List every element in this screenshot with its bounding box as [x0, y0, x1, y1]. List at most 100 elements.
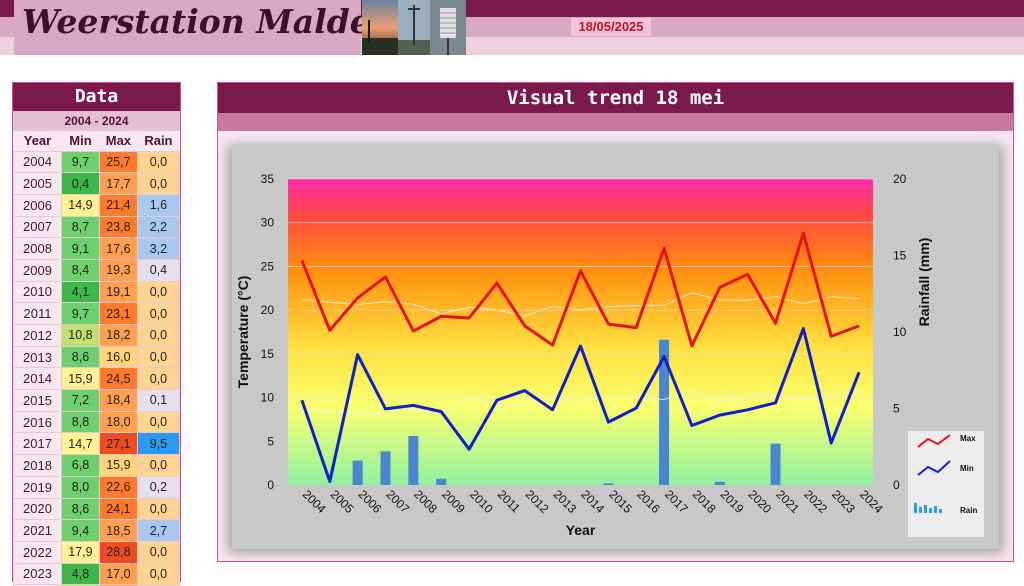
- max-cell: 25,7: [98, 150, 138, 174]
- screen-photo: [430, 0, 466, 55]
- y2-tick-label: 20: [893, 172, 907, 186]
- min-cell: 10,8: [61, 324, 100, 347]
- y-axis-title: Temperature (°C): [235, 276, 251, 389]
- rain-cell: 0,0: [136, 367, 181, 391]
- legend-min-label: Min: [960, 464, 974, 473]
- max-cell: 18,5: [98, 519, 138, 542]
- max-cell: 24,5: [98, 367, 138, 391]
- y-tick-label: 30: [261, 216, 275, 230]
- y2-axis-title: Rainfall (mm): [916, 238, 932, 327]
- year-cell: 2010: [13, 280, 62, 304]
- min-cell: 9,1: [61, 237, 100, 260]
- rain-cell: 0,0: [136, 324, 181, 347]
- year-cell: 2020: [13, 497, 62, 521]
- y-tick-label: 35: [261, 172, 275, 186]
- rain-cell: 0,2: [136, 475, 181, 499]
- current-date: 18/05/2025: [571, 18, 651, 36]
- min-cell: 8,0: [61, 475, 100, 499]
- legend-max-line: [917, 434, 951, 448]
- table-row: 2015 7,2 18,4 0,1: [13, 389, 181, 412]
- data-panel: Data 2004 - 2024 Year Min Max Rain 2004 9…: [12, 82, 181, 586]
- rain-bar: [770, 443, 781, 485]
- col-header-max: Max: [99, 131, 138, 151]
- rain-bar: [603, 483, 614, 485]
- y2-tick-label: 15: [893, 249, 907, 263]
- year-cell: 2018: [13, 454, 62, 477]
- legend-rain-bar: [919, 507, 922, 513]
- y-tick-label: 10: [261, 391, 275, 405]
- sunset-photo: [362, 0, 398, 55]
- min-cell: 0,4: [61, 172, 100, 195]
- year-cell: 2022: [13, 540, 62, 564]
- year-cell: 2008: [13, 237, 62, 260]
- year-cell: 2004: [13, 150, 62, 174]
- table-row: 2007 8,7 23,8 2,2: [13, 215, 181, 239]
- max-cell: 27,1: [98, 432, 138, 456]
- y-tick-label: 5: [267, 434, 274, 448]
- rain-bar: [352, 460, 363, 485]
- max-cell: 17,0: [98, 562, 138, 586]
- max-cell: 18,0: [98, 410, 138, 434]
- year-cell: 2017: [13, 432, 62, 456]
- table-row: 2012 10,8 18,2 0,0: [13, 324, 181, 347]
- max-cell: 23,1: [98, 302, 138, 325]
- table-row: 202412,918,20,0: [13, 584, 181, 586]
- rain-cell: 0,1: [136, 389, 181, 412]
- y2-tick-label: 5: [893, 402, 900, 416]
- y-tick-label: 15: [261, 347, 275, 361]
- rain-cell: 0,0: [136, 497, 181, 521]
- min-cell: 4,1: [61, 280, 100, 304]
- rain-cell: 0,0: [136, 454, 181, 477]
- legend-rain-bar: [914, 503, 917, 513]
- year-cell: 2021: [13, 519, 62, 542]
- table-row: 2009 8,4 19,3 0,4: [13, 258, 181, 282]
- rain-cell: 0,0: [136, 345, 181, 369]
- legend-box: [908, 431, 984, 537]
- data-table-body: 2004 9,7 25,7 0,0 2005 0,4 17,7 0,0 2006 14,9 21,4…: [13, 150, 181, 586]
- min-cell: 17,9: [61, 540, 100, 564]
- legend-rain-bar: [929, 508, 932, 513]
- max-cell: 28,8: [98, 540, 138, 564]
- rain-cell: 2,2: [136, 215, 181, 239]
- year-cell: 2011: [13, 302, 62, 325]
- col-header-year: Year: [13, 131, 62, 151]
- y-tick-label: 0: [267, 478, 274, 492]
- min-trendline: [301, 389, 860, 417]
- y-tick-label: 20: [261, 303, 275, 317]
- table-row: 2011 9,7 23,1 0,0: [13, 302, 181, 325]
- rain-cell: 0,4: [136, 258, 181, 282]
- year-cell: 2009: [13, 258, 62, 282]
- chart-panel: Visual trend 18 mei 0 5 10 15 20 25 30 35 0 5 10 15…: [217, 82, 1014, 562]
- table-row: 2020 8,6 24,1 0,0: [13, 497, 181, 521]
- year-cell: 2024: [13, 584, 62, 586]
- header-photos: [362, 0, 466, 55]
- year-cell: 2013: [13, 345, 62, 369]
- rain-cell: 2,7: [136, 519, 181, 542]
- data-range: 2004 - 2024: [13, 111, 180, 131]
- year-cell: 2023: [13, 562, 62, 586]
- year-cell: 2016: [13, 410, 62, 434]
- rain-bar: [436, 478, 447, 485]
- rain-cell: 0,0: [136, 172, 181, 195]
- year-cell: 2015: [13, 389, 62, 412]
- max-cell: 22,6: [98, 475, 138, 499]
- table-row: 2014 15,9 24,5 0,0: [13, 367, 181, 391]
- year-cell: 2012: [13, 324, 62, 347]
- y-tick-label: 25: [261, 259, 275, 273]
- rain-cell: 9,5: [136, 432, 181, 456]
- max-series-line: [300, 231, 860, 348]
- table-row: 2005 0,4 17,7 0,0: [13, 172, 181, 195]
- min-cell: 9,7: [61, 150, 100, 174]
- table-row: 2016 8,8 18,0 0,0: [13, 410, 181, 434]
- legend-rain-bar: [934, 506, 937, 513]
- plot-area: [288, 179, 873, 485]
- y2-tick-label: 0: [893, 478, 900, 492]
- max-cell: 17,6: [98, 237, 138, 260]
- year-cell: 2019: [13, 475, 62, 499]
- min-cell: 14,9: [61, 193, 100, 217]
- table-row: 2021 9,4 18,5 2,7: [13, 519, 181, 542]
- min-cell: 6,8: [61, 454, 100, 477]
- rain-cell: 0,0: [136, 302, 181, 325]
- table-row: 2017 14,7 27,1 9,5: [13, 432, 181, 456]
